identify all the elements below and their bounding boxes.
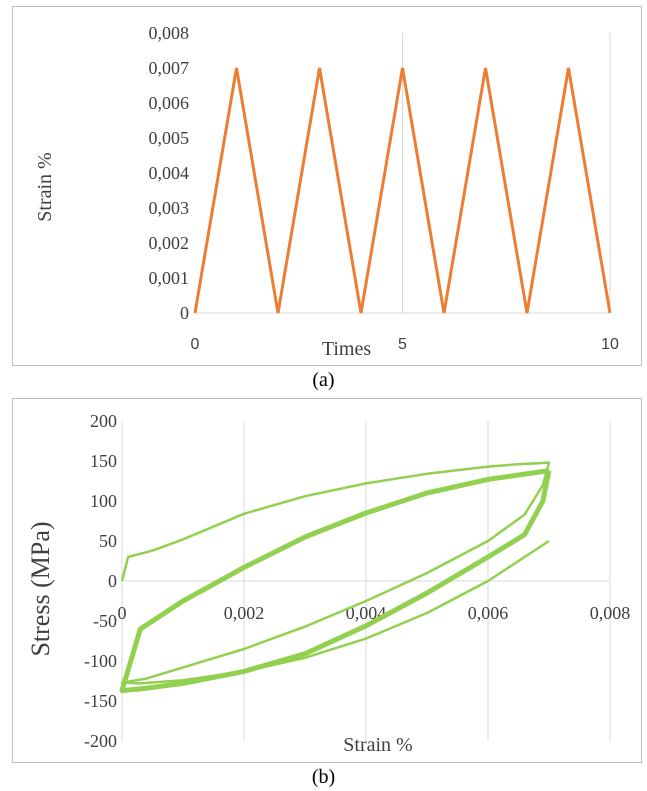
series-line: [120, 461, 551, 685]
y-tick-label: 0,007: [149, 58, 190, 78]
x-tick-label: 0: [191, 336, 200, 353]
series-line: [119, 468, 552, 694]
y-tick-label: 0: [108, 571, 117, 591]
y-tick-label: 0,003: [149, 198, 190, 218]
y-tick-label: 0,005: [149, 128, 190, 148]
y-tick-label: 200: [90, 411, 117, 431]
chart-panel-b: 0 0,002 0,004 0,006 0,008 -200 -150 -100 -50 0 50 1…: [12, 398, 642, 763]
series-line: [193, 67, 612, 314]
y-tick-label: 50: [99, 531, 117, 551]
x-axis-title: Strain %: [343, 734, 412, 756]
y-tick-label: 100: [90, 491, 117, 511]
x-tick-label: 0: [118, 603, 127, 623]
y-tick-label: -150: [84, 691, 117, 711]
x-tick-label: 5: [398, 336, 407, 353]
y-axis-title: Strain %: [34, 152, 56, 221]
x-axis-title: Times: [322, 338, 372, 360]
y-tick-label: -100: [84, 651, 117, 671]
y-axis-title: Stress (MPa): [26, 521, 55, 656]
x-tick-label: 0,002: [224, 603, 265, 623]
x-tick-label: 0,006: [468, 603, 509, 623]
y-tick-label: 0,006: [149, 93, 190, 113]
y-tick-label: -200: [84, 731, 117, 751]
x-tick-label: 0,008: [590, 603, 631, 623]
x-tick-label: 10: [601, 336, 619, 353]
y-tick-label: 0,004: [149, 163, 190, 183]
y-tick-label: 0,002: [149, 233, 190, 253]
strain-time-chart: 0 5 10 0 0,001 0,002 0,003 0,004 0,005 0,006 0,007…: [34, 23, 619, 360]
y-tick-label: 0,001: [149, 268, 190, 288]
y-tick-label: 0,008: [149, 23, 190, 43]
caption-a: (a): [312, 369, 335, 391]
y-tick-label: 150: [90, 451, 117, 471]
y-tick-label: 0: [180, 303, 189, 323]
stress-strain-chart: 0 0,002 0,004 0,006 0,008-200-150-100-500501…: [26, 411, 631, 756]
y-tick-label: -50: [93, 611, 117, 631]
chart-panel-a: 0 5 10 0 0,001 0,002 0,003 0,004 0,005 0,006 0,007…: [12, 6, 642, 366]
caption-b: (b): [311, 766, 336, 788]
